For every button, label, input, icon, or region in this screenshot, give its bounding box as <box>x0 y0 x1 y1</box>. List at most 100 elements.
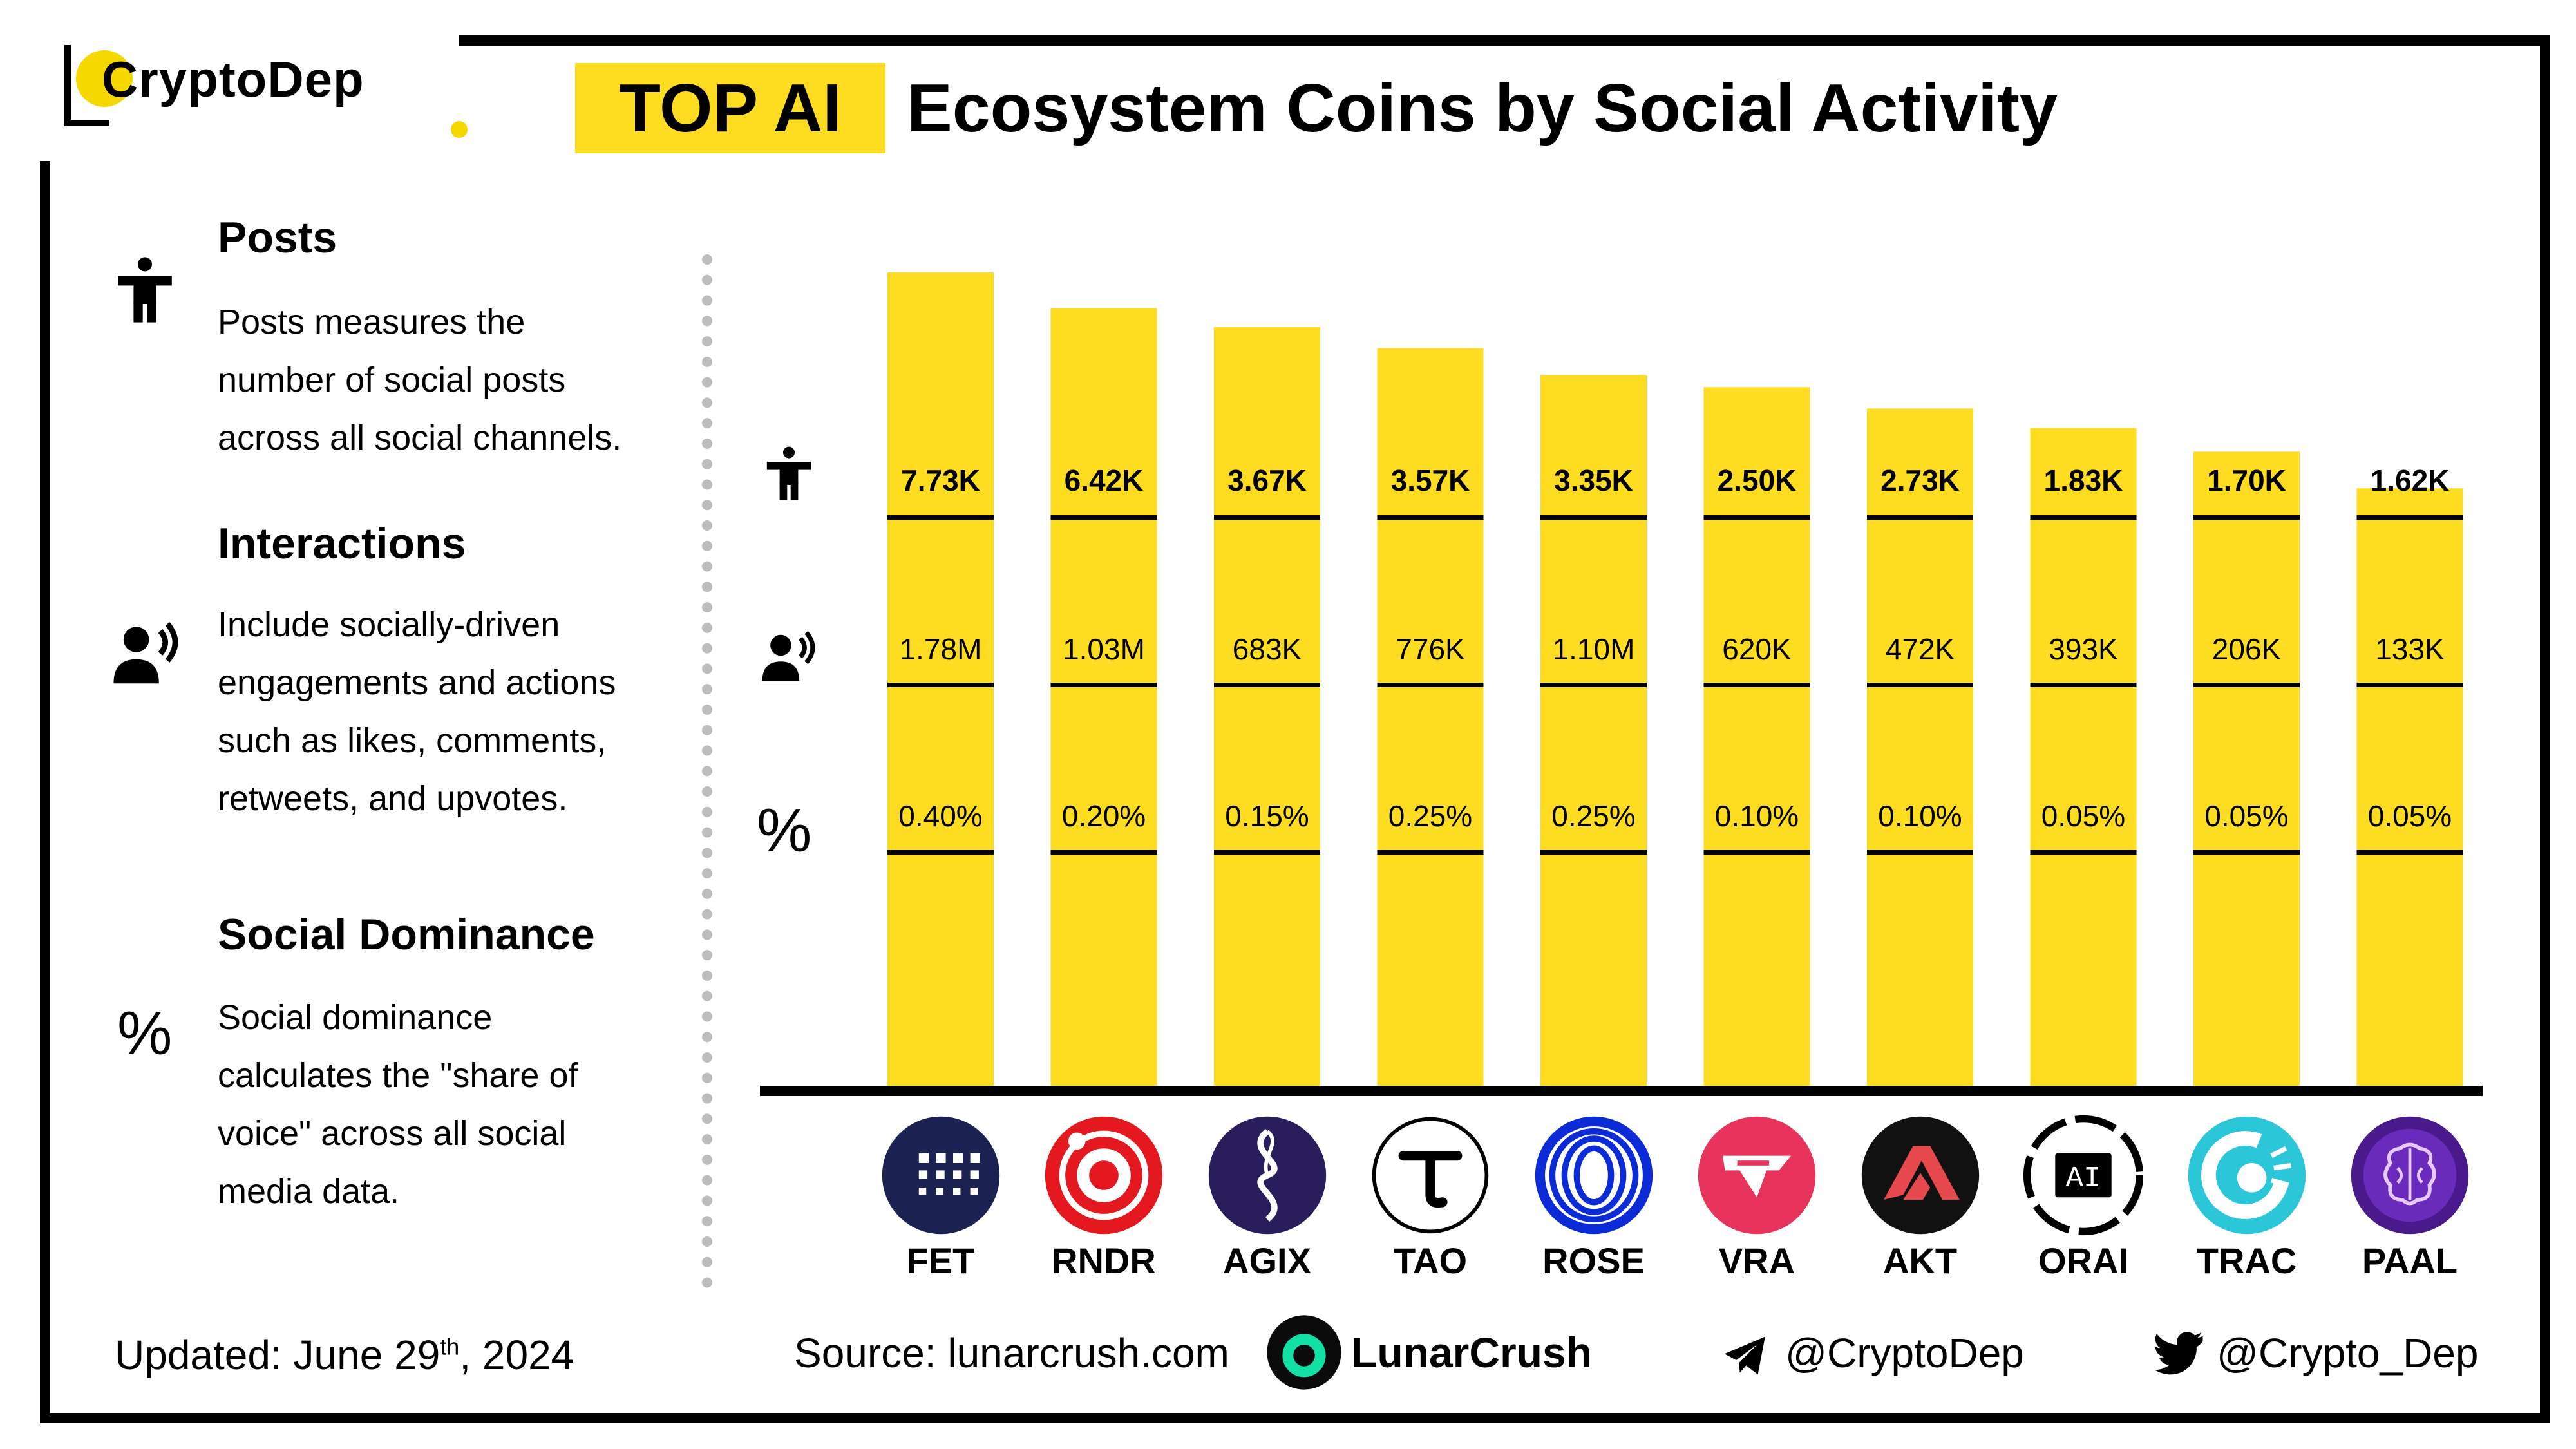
percent-icon: % <box>117 999 173 1068</box>
legend-interactions-text: Include socially-driven engagements and … <box>218 596 681 828</box>
row-posts-icon <box>766 446 811 500</box>
logo-dot <box>76 50 133 107</box>
coin-ticker: TRAC <box>2196 1240 2297 1281</box>
bar-row-divider <box>887 850 994 855</box>
source-label: Source: <box>794 1330 936 1376</box>
bar-agix <box>1214 327 1320 1087</box>
bittensor-tau-icon <box>1372 1117 1489 1234</box>
source-link[interactable]: lunarcrush.com <box>947 1330 1229 1376</box>
coin-orai: AI <box>2022 1114 2145 1236</box>
updated-suffix: th <box>440 1333 460 1360</box>
data-label-interactions: 683K <box>1233 632 1302 666</box>
bar-row-divider <box>887 683 994 687</box>
bar-orai <box>2030 428 2137 1087</box>
data-label-posts: 6.42K <box>1065 464 1144 497</box>
data-label-social-dominance: 0.40% <box>898 799 982 833</box>
data-label-interactions: 393K <box>2049 632 2118 666</box>
coin-trac <box>2186 1114 2308 1236</box>
data-label-social-dominance: 0.25% <box>1388 799 1472 833</box>
page-title: Ecosystem Coins by Social Activity <box>907 70 2058 146</box>
data-label-social-dominance: 0.05% <box>2368 799 2452 833</box>
bar-row-divider <box>1377 850 1484 855</box>
bar-row-divider <box>2030 515 2137 520</box>
coin-vra <box>1696 1114 1818 1236</box>
data-label-social-dominance: 0.15% <box>1225 799 1309 833</box>
chart-baseline <box>760 1086 2483 1096</box>
data-label-social-dominance: 0.05% <box>2204 799 2288 833</box>
coin-tao <box>1369 1114 1492 1236</box>
bar-row-divider <box>1703 515 1810 520</box>
telegram-icon <box>1724 1336 1765 1375</box>
data-label-interactions: 1.10M <box>1553 632 1635 666</box>
legend-dominance-text: Social dominance calculates the "share o… <box>218 989 681 1220</box>
legend-posts-text: Posts measures the number of social post… <box>218 293 681 467</box>
bar-akt <box>1867 408 1973 1087</box>
coin-rndr <box>1043 1114 1165 1236</box>
data-label-social-dominance: 0.20% <box>1062 799 1146 833</box>
bar-rndr <box>1050 308 1157 1087</box>
coin-ticker: VRA <box>1718 1240 1795 1281</box>
bar-row-divider <box>1867 515 1973 520</box>
data-label-posts: 1.62K <box>2371 464 2450 497</box>
coin-ticker: ORAI <box>2038 1240 2128 1281</box>
singularity-icon <box>1208 1116 1326 1235</box>
lunarcrush-brand: LunarCrush <box>1351 1329 1593 1376</box>
bar-fet <box>887 272 994 1087</box>
akash-triangle-icon <box>1861 1116 1979 1235</box>
bar-row-divider <box>1377 683 1484 687</box>
fetch-grid-icon <box>882 1116 999 1235</box>
data-label-interactions: 472K <box>1886 632 1955 666</box>
data-label-interactions: 206K <box>2212 632 2282 666</box>
twitter-handle[interactable]: @Crypto_Dep <box>2217 1330 2479 1376</box>
bar-row-divider <box>1703 683 1810 687</box>
coin-fet <box>880 1114 1002 1236</box>
row-interactions-icon <box>762 630 815 681</box>
data-label-posts: 7.73K <box>901 464 980 497</box>
coin-agix <box>1206 1114 1329 1236</box>
legend-dominance-heading: Social Dominance <box>218 910 595 959</box>
legend-line: calculates the "share of <box>218 1056 578 1095</box>
person-icon <box>118 257 172 323</box>
render-ring-icon <box>1045 1116 1163 1235</box>
bar-row-divider <box>1050 515 1157 520</box>
updated-date: Updated: June 29th, 2024 <box>115 1331 574 1379</box>
coin-paal <box>2349 1114 2471 1236</box>
coin-ticker: AGIX <box>1223 1240 1311 1281</box>
bar-row-divider <box>2030 850 2137 855</box>
updated-year: , 2024 <box>459 1332 574 1378</box>
bar-row-divider <box>1050 850 1157 855</box>
data-label-interactions: 1.78M <box>900 632 982 666</box>
updated-label: Updated: <box>115 1332 282 1378</box>
bar-row-divider <box>2356 515 2463 520</box>
legend-line: engagements and actions <box>218 663 616 702</box>
coin-ticker: FET <box>906 1240 975 1281</box>
data-label-interactions: 620K <box>1722 632 1792 666</box>
coin-ticker: PAAL <box>2362 1240 2458 1281</box>
section-divider <box>702 254 712 1288</box>
data-label-interactions: 776K <box>1396 632 1465 666</box>
legend-line: retweets, and upvotes. <box>218 779 568 818</box>
bar-row-divider <box>1050 683 1157 687</box>
telegram-handle[interactable]: @CryptoDep <box>1785 1330 2024 1376</box>
frame-bottom <box>40 1413 2550 1423</box>
bar-row-divider <box>1540 683 1647 687</box>
bar-row-divider <box>2356 850 2463 855</box>
bar-rose <box>1540 375 1647 1087</box>
bar-row-divider <box>1214 683 1320 687</box>
legend-interactions-heading: Interactions <box>218 519 466 568</box>
data-label-posts: 2.50K <box>1718 464 1797 497</box>
data-label-posts: 2.73K <box>1880 464 1960 497</box>
data-label-interactions: 1.03M <box>1063 632 1145 666</box>
bar-row-divider <box>1214 515 1320 520</box>
data-label-posts: 3.35K <box>1554 464 1633 497</box>
bar-row-divider <box>1540 515 1647 520</box>
source-credit: Source: lunarcrush.com <box>794 1329 1229 1377</box>
bar-row-divider <box>1540 850 1647 855</box>
bar-row-divider <box>1214 850 1320 855</box>
data-label-social-dominance: 0.05% <box>2041 799 2125 833</box>
data-label-social-dominance: 0.10% <box>1715 799 1799 833</box>
bar-row-divider <box>2030 683 2137 687</box>
bar-row-divider <box>1703 850 1810 855</box>
bar-row-divider <box>1867 683 1973 687</box>
